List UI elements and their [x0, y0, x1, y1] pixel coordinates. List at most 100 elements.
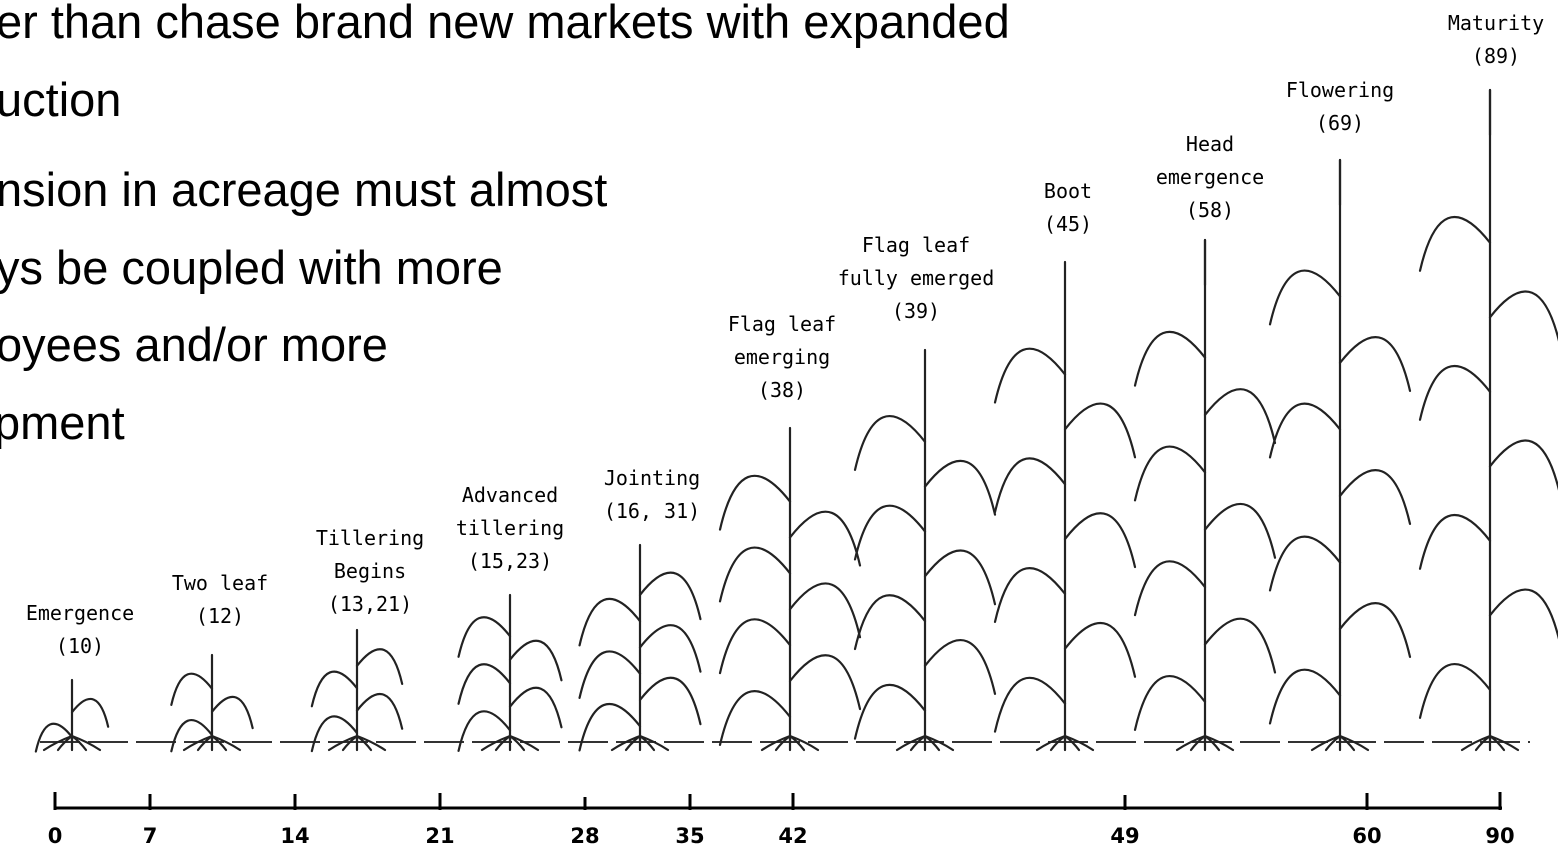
- stage-label: emerging: [734, 345, 830, 369]
- plant-leaf: [995, 458, 1065, 512]
- stage-label: (89): [1472, 44, 1520, 68]
- plant-leaf: [1205, 389, 1275, 443]
- plant-leaf: [459, 711, 510, 751]
- stage-label: (15,23): [468, 549, 552, 573]
- plant-leaf: [925, 640, 995, 694]
- plant-leaf: [1065, 404, 1135, 458]
- plant-leaf: [357, 694, 402, 729]
- slide-text-line: uction: [0, 73, 121, 126]
- plant-leaf: [995, 568, 1065, 622]
- slide-text-line: oyees and/or more: [0, 318, 388, 371]
- timeline-tick-label: 35: [675, 824, 704, 848]
- plant-leaf: [510, 688, 561, 728]
- plant-leaf: [640, 625, 700, 671]
- timeline-tick-label: 60: [1352, 824, 1381, 848]
- stage-label: Jointing: [604, 466, 700, 490]
- plant-leaf: [1420, 664, 1490, 718]
- timeline-tick-label: 49: [1110, 824, 1139, 848]
- plant-leaf: [1135, 676, 1205, 730]
- plant-leaf: [1065, 623, 1135, 677]
- stage-label: (69): [1316, 111, 1364, 135]
- slide: er than chase brand new markets with exp…: [0, 0, 1558, 848]
- timeline-tick-label: 28: [570, 824, 599, 848]
- stage-label: Tillering: [316, 526, 424, 550]
- plant-leaf: [1270, 271, 1340, 325]
- plant-leaf: [640, 678, 700, 724]
- plant-leaf: [171, 674, 212, 705]
- plant-leaf: [995, 349, 1065, 403]
- plant-leaf: [580, 651, 640, 697]
- stage-label: tillering: [456, 516, 564, 540]
- timeline-tick-label: 14: [280, 824, 309, 848]
- plant-leaf: [1135, 561, 1205, 615]
- slide-text-line: er than chase brand new markets with exp…: [0, 0, 1010, 48]
- plant-leaf: [1490, 590, 1558, 644]
- plant-leaf: [580, 599, 640, 645]
- stage-label: Maturity: [1448, 11, 1544, 35]
- plant-leaf: [1420, 217, 1490, 271]
- stage: Head emergence (58): [1135, 132, 1275, 750]
- plant-leaf: [357, 649, 402, 684]
- plant-leaf: [1135, 332, 1205, 386]
- plant-leaf: [1490, 291, 1558, 345]
- stage: Flowering (69): [1270, 78, 1410, 750]
- plant-leaf: [855, 506, 925, 560]
- stage-label: (16, 31): [604, 499, 700, 523]
- plant-leaf: [72, 699, 108, 727]
- stage: Flag leaf fully emerged (39): [838, 233, 995, 750]
- stage-label: (12): [196, 604, 244, 628]
- stage-label: Advanced: [462, 483, 558, 507]
- plant-leaf: [640, 573, 700, 619]
- stage: Tillering Begins (13,21): [312, 526, 424, 751]
- plant-leaf: [171, 720, 212, 751]
- stage: Boot (45): [995, 179, 1135, 750]
- stage: Maturity (89): [1420, 11, 1558, 750]
- stage: Jointing (16, 31): [580, 466, 701, 750]
- stage-label: (58): [1186, 198, 1234, 222]
- plant-leaf: [995, 678, 1065, 732]
- stage-label: Head: [1186, 132, 1234, 156]
- timeline-tick-label: 90: [1485, 824, 1514, 848]
- stage-label: Flowering: [1286, 78, 1394, 102]
- stage-label: Boot: [1044, 179, 1092, 203]
- plant-leaf: [1270, 670, 1340, 724]
- plant-leaf: [459, 664, 510, 704]
- plant-leaf: [1135, 447, 1205, 501]
- plant-leaf: [790, 583, 860, 637]
- stage-label: (39): [892, 299, 940, 323]
- plant-leaf: [510, 641, 561, 681]
- stage-label: (45): [1044, 212, 1092, 236]
- plant-leaf: [1340, 470, 1410, 524]
- plant-leaf: [925, 550, 995, 604]
- stage: Emergence (10): [26, 601, 134, 752]
- plant-leaf: [720, 476, 790, 530]
- stage-label: Begins: [334, 559, 406, 583]
- plant-leaf: [1420, 515, 1490, 569]
- plant-leaf: [1270, 404, 1340, 458]
- plant-leaf: [1340, 337, 1410, 391]
- plant-leaf: [212, 697, 253, 728]
- stage-label: (13,21): [328, 592, 412, 616]
- stage: Two leaf (12): [171, 571, 268, 751]
- plant-leaf: [1065, 513, 1135, 567]
- plant-leaf: [855, 595, 925, 649]
- stage-label: (38): [758, 378, 806, 402]
- stage-label: emergence: [1156, 165, 1264, 189]
- stage-label: Two leaf: [172, 571, 268, 595]
- plant-leaf: [720, 619, 790, 673]
- stage-label: (10): [56, 634, 104, 658]
- timeline-tick-label: 21: [425, 824, 454, 848]
- plant-leaf: [312, 672, 357, 707]
- stage-label: fully emerged: [838, 266, 995, 290]
- plant-leaf: [720, 691, 790, 745]
- plant-leaf: [925, 461, 995, 515]
- slide-text-line: ys be coupled with more: [0, 241, 503, 294]
- stage-label: Emergence: [26, 601, 134, 625]
- plant-leaf: [1270, 537, 1340, 591]
- stage-label: Flag leaf: [862, 233, 970, 257]
- plant-leaf: [459, 617, 510, 657]
- plant-leaf: [1340, 603, 1410, 657]
- plant-leaf: [1205, 619, 1275, 673]
- stage: Advanced tillering (15,23): [456, 483, 564, 751]
